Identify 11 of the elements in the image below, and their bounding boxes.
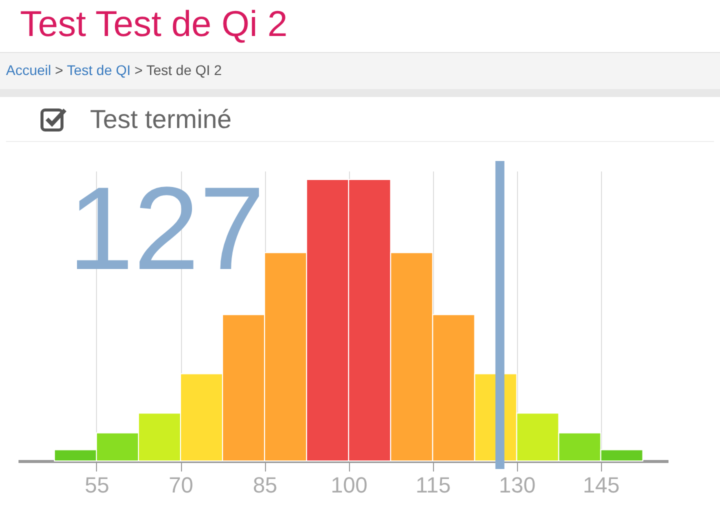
x-tick-label: 70 [168, 472, 194, 498]
chart-subtitle: Accueil > Test de QI > Test de QI 2 [0, 53, 720, 97]
text: Test terminé [90, 104, 232, 134]
ref-line-label: 127 [68, 163, 265, 295]
x-tick-label: 55 [84, 472, 110, 498]
x-tick-label: 85 [252, 472, 278, 498]
x-tick-label: 115 [416, 472, 451, 498]
x-tick-label: 130 [498, 472, 536, 498]
x-tick-label: 100 [330, 472, 368, 498]
x-tick-label: 145 [582, 472, 620, 498]
chart-title: Test Test de Qi 2 [0, 0, 720, 53]
